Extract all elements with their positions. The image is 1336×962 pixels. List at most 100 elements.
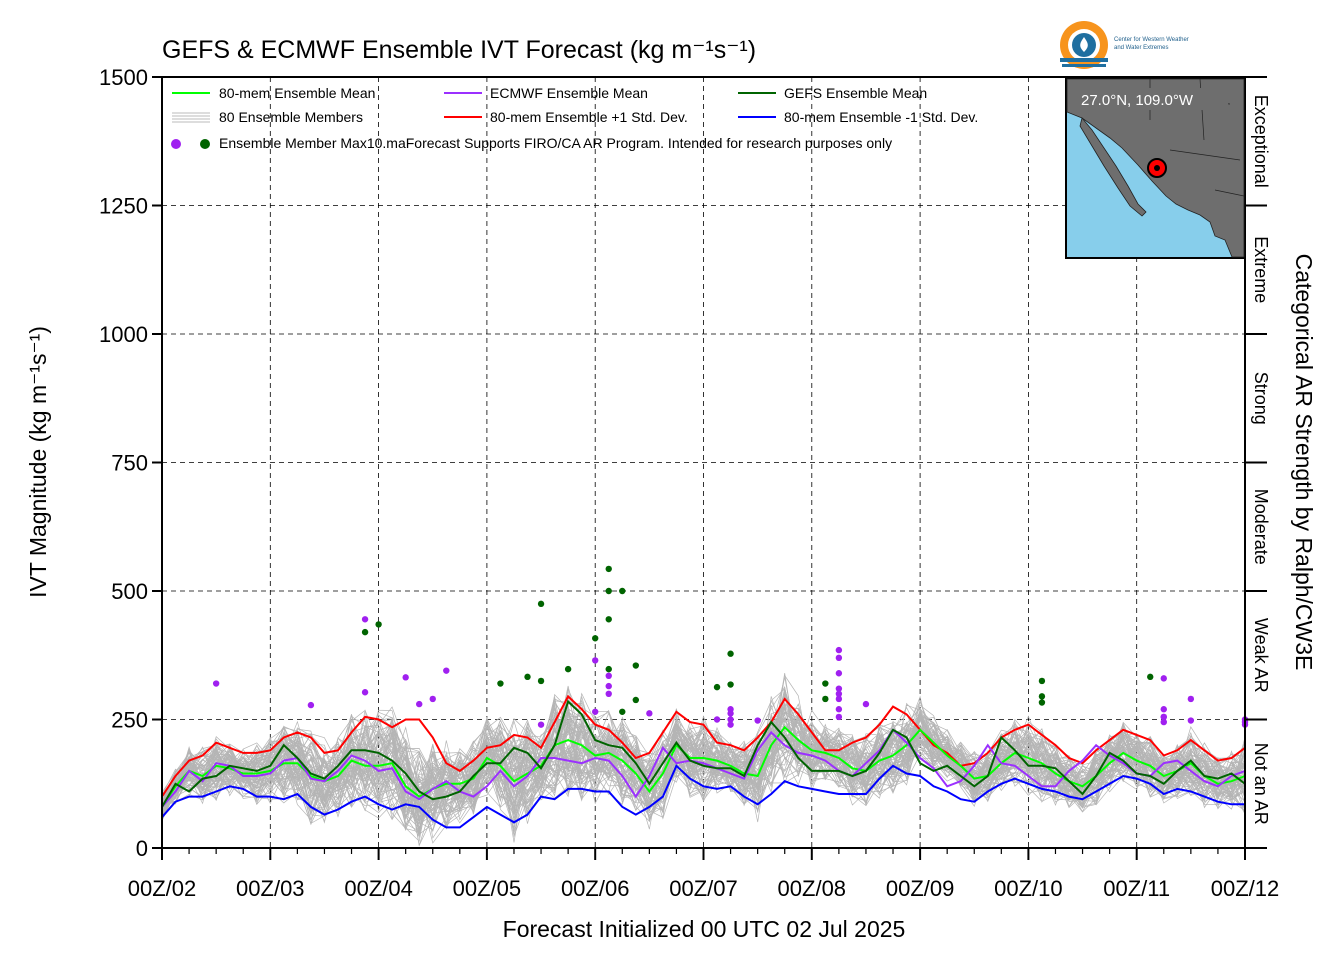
ecmwf-max-point xyxy=(727,721,734,728)
x-tick-label: 00Z/10 xyxy=(994,876,1063,901)
gefs-max-point xyxy=(605,565,612,573)
x-tick-label: 00Z/07 xyxy=(669,876,738,901)
legend-plus: 80-mem Ensemble +1 Std. Dev. xyxy=(490,109,688,125)
ecmwf-max-point xyxy=(212,680,220,687)
gefs-max-point xyxy=(524,673,531,681)
ecmwf-max-point xyxy=(1187,695,1195,703)
x-tick-label: 00Z/02 xyxy=(128,876,197,901)
y-tick-label: 750 xyxy=(111,451,148,476)
ecmwf-max-point xyxy=(605,672,612,680)
x-axis-title: Forecast Initialized 00 UTC 02 Jul 2025 xyxy=(503,916,906,942)
x-tick-label: 00Z/12 xyxy=(1211,876,1280,901)
category-label: Strong xyxy=(1251,372,1271,425)
series-line-80-mem-ensemble-1-std-dev- xyxy=(161,694,1246,798)
x-tick-label: 00Z/06 xyxy=(561,876,630,901)
ecmwf-max-point xyxy=(727,716,734,723)
ecmwf-max-point xyxy=(361,616,369,623)
logo-line1: Center for Western Weather xyxy=(1114,37,1189,43)
gefs-max-point xyxy=(713,683,721,691)
ecmwf-max-point xyxy=(727,710,734,717)
y-tick-label: 500 xyxy=(111,579,148,604)
inset-map: 27.0°N, 109.0°W xyxy=(1065,77,1246,259)
legend-gefs: GEFS Ensemble Mean xyxy=(784,85,927,101)
ecmwf-max-point xyxy=(416,700,423,708)
chart-title: GEFS & ECMWF Ensemble IVT Forecast (kg m… xyxy=(162,36,756,64)
x-tick-label: 00Z/04 xyxy=(344,876,413,901)
legend-max: Ensemble Member Max10.maForecast Support… xyxy=(219,135,892,151)
ecmwf-max-point xyxy=(537,721,545,728)
gefs-max-point xyxy=(1038,677,1046,685)
ensemble-member-line xyxy=(161,705,1246,836)
ecmwf-max-point xyxy=(835,654,843,662)
gefs-max-point xyxy=(1038,699,1046,706)
gefs-max-point xyxy=(727,681,734,688)
ecmwf-max-point xyxy=(754,717,761,724)
category-label: Weak AR xyxy=(1251,618,1271,693)
legend-ecmwf-max-dot xyxy=(171,139,181,149)
series-line-gefs-ensemble-mean xyxy=(161,699,1246,808)
gefs-max-point xyxy=(727,650,734,657)
ecmwf-max-point xyxy=(592,657,599,664)
ensemble-member-line xyxy=(161,694,1246,805)
gefs-max-point xyxy=(822,695,829,703)
ecmwf-max-point xyxy=(646,710,653,717)
y-tick-label: 250 xyxy=(111,708,148,733)
legend-members: 80 Ensemble Members xyxy=(219,109,363,125)
ecmwf-max-point xyxy=(1187,717,1195,724)
category-label: Exceptional xyxy=(1251,95,1271,188)
ecmwf-max-point xyxy=(1160,713,1167,721)
ensemble-max-points xyxy=(212,565,1249,728)
inset-location-label: 27.0°N, 109.0°W xyxy=(1081,92,1194,109)
y-tick-label: 1250 xyxy=(99,194,148,219)
ensemble-member-line xyxy=(161,687,1246,833)
ecmwf-max-point xyxy=(307,701,315,709)
gefs-max-point xyxy=(1147,673,1154,681)
category-label: Moderate xyxy=(1251,489,1271,565)
ecmwf-max-point xyxy=(835,685,843,692)
category-label: Not an AR xyxy=(1251,743,1271,825)
x-tick-label: 00Z/03 xyxy=(236,876,305,901)
y-tick-label: 0 xyxy=(136,836,148,861)
legend: 80-mem Ensemble Mean 80 Ensemble Members… xyxy=(171,85,978,151)
x-tick-label: 00Z/09 xyxy=(886,876,955,901)
gefs-max-point xyxy=(632,662,640,669)
y-tick-label: 1500 xyxy=(99,65,148,90)
axes: 0 250 500 750 1000 1250 1500 00Z/02 00Z/03 00Z/04… xyxy=(99,65,1279,901)
ecmwf-max-point xyxy=(835,713,843,721)
cw3e-logo: Center for Western Weather and Water Ext… xyxy=(1060,21,1189,69)
gefs-max-point xyxy=(605,616,612,623)
gefs-max-point xyxy=(497,680,504,687)
y-tick-label: 1000 xyxy=(99,322,148,347)
y-axis-title: IVT Magnitude (kg m⁻¹s⁻¹) xyxy=(25,326,51,598)
logo-line2: and Water Extremes xyxy=(1114,45,1168,51)
ensemble-member-line xyxy=(161,689,1246,810)
ecmwf-max-point xyxy=(1160,718,1167,726)
ecmwf-max-point xyxy=(443,667,450,674)
legend-mean80: 80-mem Ensemble Mean xyxy=(219,85,375,101)
gefs-max-point xyxy=(537,600,545,608)
gefs-max-point xyxy=(619,587,626,595)
ecmwf-max-point xyxy=(402,674,409,681)
ecmwf-max-point xyxy=(713,716,721,723)
gefs-max-point xyxy=(361,628,369,636)
ecmwf-max-point xyxy=(862,700,870,708)
logo-drop-icon xyxy=(1080,37,1088,52)
category-label: Extreme xyxy=(1251,236,1271,303)
ecmwf-max-point xyxy=(835,695,843,703)
ecmwf-max-point xyxy=(835,690,843,697)
ecmwf-max-point xyxy=(605,682,612,690)
ensemble-member-line xyxy=(161,697,1246,818)
gefs-max-point xyxy=(605,665,612,673)
x-tick-label: 00Z/11 xyxy=(1103,876,1170,901)
ecmwf-max-point xyxy=(1160,706,1167,713)
series-line-80-mem-ensemble-mean xyxy=(161,725,1246,808)
legend-members-swatch xyxy=(172,112,210,123)
legend-gefs-max-dot xyxy=(200,139,210,149)
gefs-max-point xyxy=(564,665,572,673)
x-tick-label: 00Z/08 xyxy=(778,876,847,901)
ecmwf-max-point xyxy=(429,695,436,703)
gefs-max-point xyxy=(619,708,626,715)
right-axis-title: Categorical AR Strength by Ralph/CW3E xyxy=(1291,254,1317,671)
